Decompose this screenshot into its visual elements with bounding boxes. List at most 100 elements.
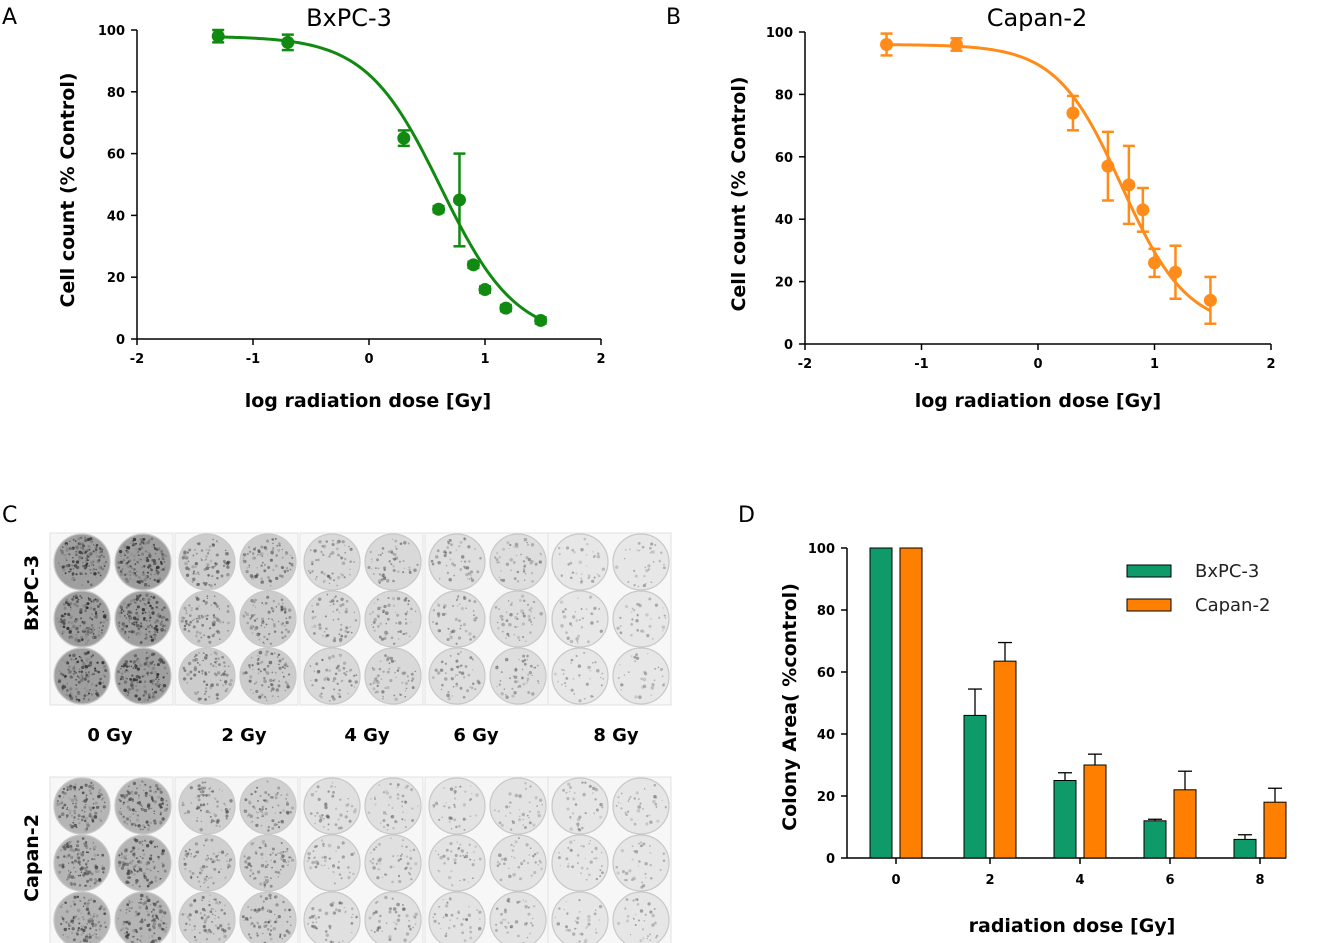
dose-label-4gy: 4 Gy [344,725,390,746]
colony-speck [322,845,325,848]
colony-speck [61,903,64,906]
colony-speck [341,679,344,682]
colony-speck [505,926,508,929]
colony-speck [571,548,575,552]
colony-speck [217,903,220,905]
colony-speck [184,561,188,566]
colony-speck [470,574,473,577]
colony-speck [289,568,292,571]
colony-speck [78,677,81,679]
colony-speck [57,680,61,684]
colony-speck [286,685,290,689]
colony-speck [401,907,406,912]
colony-speck [326,677,330,680]
colony-speck [274,870,278,874]
colony-speck [502,615,504,618]
colony-speck [642,583,647,588]
colony-speck [327,843,332,848]
colony-speck [259,895,263,898]
colony-speck [383,575,387,579]
colony-speck [86,676,90,681]
colony-speck [149,785,152,789]
colony-speck [278,659,282,663]
colony-speck [315,559,318,562]
colony-speck [158,858,160,861]
colony-speck [196,817,199,819]
colony-speck [208,671,210,673]
colony-speck [216,926,220,930]
colony-speck [78,555,82,559]
colony-speck [408,872,412,876]
colony-speck [267,576,270,579]
colony-speck [80,659,84,662]
colony-speck [96,614,98,617]
colony-speck [160,797,163,800]
colony-speck [246,858,248,860]
colony-speck [258,807,261,811]
colony-speck [82,627,86,631]
colony-speck [527,912,531,916]
colony-speck [261,617,265,621]
colony-speck [496,860,500,864]
colony-speck [139,594,142,597]
colony-speck [75,931,78,935]
colony-speck [329,927,331,930]
colony-speck [264,896,269,901]
colony-speck [332,539,334,542]
colony-speck [463,939,467,942]
colony-speck [69,871,72,874]
colony-speck [275,605,278,608]
colony-speck [403,567,406,570]
colony-speck [85,694,87,697]
colony-speck [208,695,211,698]
colony-speck [133,601,136,603]
colony-speck [123,573,127,576]
colony-speck [151,666,156,671]
colony-speck [94,878,97,881]
colony-speck [459,651,462,653]
colony-speck [389,679,393,683]
colony-speck [193,579,195,582]
colony-speck [271,866,273,869]
colony-speck [569,561,573,565]
colony-speck [465,566,470,570]
colony-speck [333,864,335,866]
colony-speck [266,595,270,599]
colony-speck [128,619,130,622]
colony-speck [311,921,315,924]
colony-speck [341,603,345,607]
well [551,533,609,591]
colony-speck [183,627,187,631]
colony-speck [282,900,285,904]
colony-speck [540,867,543,871]
colony-speck [180,619,184,623]
colony-speck [221,790,223,792]
colony-speck [161,817,164,820]
colony-speck [344,610,348,614]
colony-speck [146,625,150,629]
colony-speck [500,692,504,696]
colony-speck [150,652,155,657]
colony-speck [596,554,601,559]
colony-speck [203,634,205,636]
colony-speck [136,634,139,637]
colony-speck [208,640,212,644]
colony-speck [283,569,287,573]
colony-speck [145,593,149,597]
colony-speck [467,560,471,563]
colony-speck [155,916,159,919]
colony-speck [503,857,508,862]
colony-speck [91,820,94,823]
colony-speck [198,639,200,642]
colony-speck [410,788,414,792]
colony-speck [460,624,462,627]
colony-speck [229,808,231,810]
colony-speck [509,811,512,814]
colony-speck [396,786,399,789]
colony-speck [523,859,526,862]
colony-speck [157,574,159,576]
colony-speck [528,821,532,825]
colony-speck [247,905,250,909]
y-tick-label: 100 [808,542,835,557]
colony-speck [291,556,294,559]
